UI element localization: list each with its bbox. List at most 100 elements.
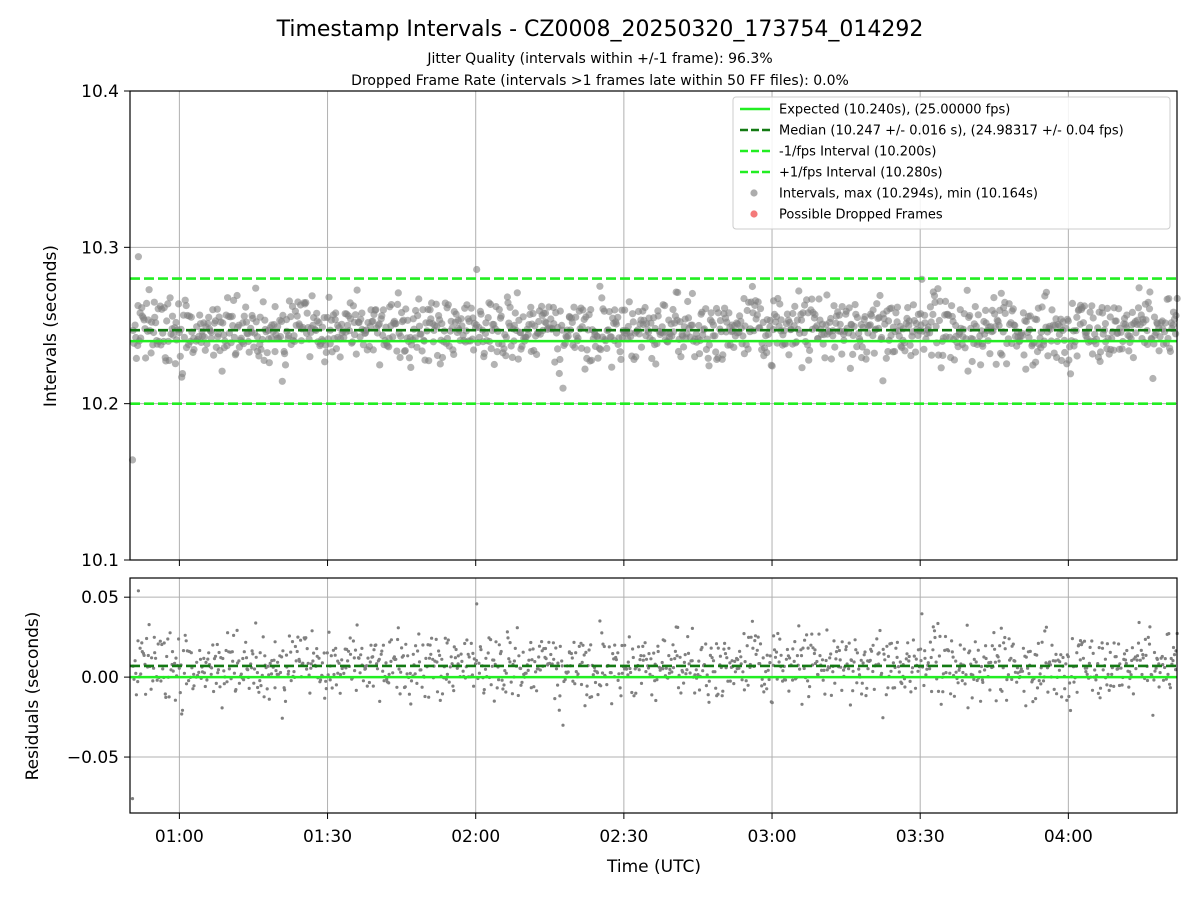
interval-point xyxy=(287,313,295,321)
residual-point xyxy=(206,657,210,661)
residual-point xyxy=(524,671,528,675)
residual-point xyxy=(697,659,701,663)
residual-point xyxy=(317,656,321,660)
residual-point xyxy=(934,660,938,664)
residual-point xyxy=(225,680,229,684)
residual-point xyxy=(140,641,144,645)
residual-point xyxy=(353,648,358,652)
residual-point xyxy=(933,635,937,640)
residual-point xyxy=(605,683,609,687)
residual-point xyxy=(924,673,928,677)
residual-point xyxy=(448,665,452,669)
residual-point xyxy=(936,689,941,694)
residual-point xyxy=(758,642,763,646)
residual-point xyxy=(372,648,376,652)
interval-point xyxy=(524,330,532,339)
residual-point xyxy=(289,679,293,683)
interval-point xyxy=(789,309,797,318)
residual-point xyxy=(617,672,621,676)
residual-point xyxy=(930,689,934,694)
residual-point xyxy=(792,659,796,664)
residual-point xyxy=(976,648,980,652)
interval-point xyxy=(265,359,273,367)
interval-point xyxy=(705,362,713,370)
residual-point xyxy=(649,657,653,661)
residual-point xyxy=(280,655,284,659)
legend-label: Possible Dropped Frames xyxy=(779,208,943,223)
residual-point xyxy=(806,679,810,683)
residual-point xyxy=(1090,688,1095,692)
residual-point xyxy=(824,658,828,663)
residual-point xyxy=(382,679,386,683)
residual-point xyxy=(765,687,769,691)
interval-point xyxy=(849,331,857,340)
residual-point xyxy=(593,680,598,685)
interval-point xyxy=(904,304,912,312)
residual-point xyxy=(889,669,893,673)
interval-point xyxy=(1079,319,1087,327)
residual-point xyxy=(1084,670,1088,674)
residual-point xyxy=(1010,677,1014,682)
interval-point xyxy=(394,300,402,308)
residual-point xyxy=(1112,641,1116,645)
residual-point xyxy=(182,671,186,675)
residual-point xyxy=(855,681,859,685)
residual-point xyxy=(506,636,510,640)
legend-label: Intervals, max (10.294s), min (10.164s) xyxy=(779,187,1038,202)
residual-point xyxy=(505,630,509,634)
residual-point xyxy=(847,667,851,671)
residual-point xyxy=(1005,698,1009,702)
residual-point xyxy=(1112,684,1116,689)
interval-point xyxy=(415,295,423,303)
residual-point xyxy=(673,649,678,654)
residual-point xyxy=(745,644,749,648)
residual-point xyxy=(554,646,558,650)
residual-point xyxy=(613,643,617,647)
interval-point xyxy=(1033,316,1041,324)
residual-point xyxy=(452,645,456,649)
residual-point xyxy=(513,646,517,651)
residual-point xyxy=(251,652,255,656)
residual-point xyxy=(455,666,459,670)
residual-point xyxy=(725,656,729,660)
interval-point xyxy=(210,351,218,359)
interval-point xyxy=(467,304,475,312)
interval-point xyxy=(719,351,727,359)
residual-point xyxy=(146,653,150,658)
residual-point xyxy=(693,691,697,695)
residual-point xyxy=(495,686,499,690)
interval-point xyxy=(500,345,508,353)
residual-point xyxy=(1098,696,1102,700)
residual-point xyxy=(543,646,548,651)
residual-point xyxy=(427,695,431,699)
interval-point xyxy=(977,361,985,369)
residual-point xyxy=(359,653,363,657)
residual-point xyxy=(951,655,955,659)
interval-point xyxy=(909,301,918,309)
interval-point xyxy=(995,321,1003,330)
residual-point xyxy=(492,699,496,703)
residual-point xyxy=(862,653,866,657)
residual-point xyxy=(294,659,298,663)
residual-point xyxy=(936,621,940,626)
residual-point xyxy=(405,672,409,676)
residual-point xyxy=(549,652,553,657)
residual-point xyxy=(150,656,154,660)
interval-point xyxy=(224,294,232,302)
residual-point xyxy=(1024,655,1028,659)
residual-point xyxy=(1123,658,1128,662)
interval-point xyxy=(444,301,452,309)
residual-point xyxy=(1064,662,1068,666)
residual-point xyxy=(189,651,193,655)
residual-point xyxy=(1160,654,1164,659)
residual-point xyxy=(1139,648,1143,653)
residual-point xyxy=(319,678,323,682)
residual-point xyxy=(923,656,927,660)
residual-point xyxy=(446,638,450,642)
residual-point xyxy=(276,660,280,664)
residual-point xyxy=(368,660,372,664)
residual-point xyxy=(1044,625,1048,629)
residual-point xyxy=(831,670,835,674)
interval-point xyxy=(652,360,660,368)
residual-point xyxy=(366,656,370,660)
